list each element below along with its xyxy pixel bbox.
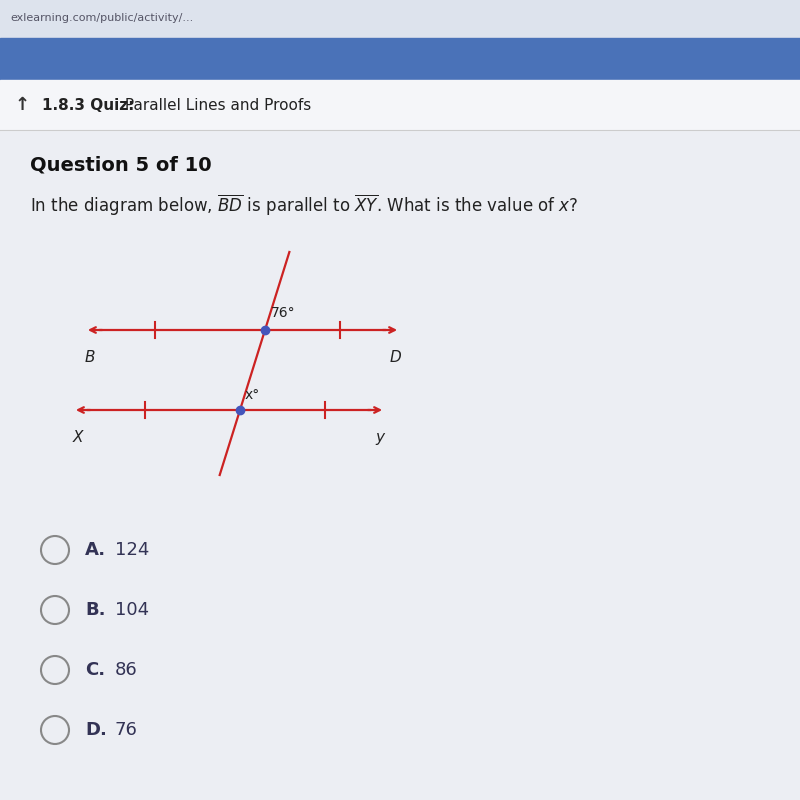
Text: B: B	[85, 350, 95, 365]
Text: 86: 86	[115, 661, 138, 679]
Text: 124: 124	[115, 541, 150, 559]
Text: Question 5 of 10: Question 5 of 10	[30, 155, 212, 174]
Text: In the diagram below, $\overline{BD}$ is parallel to $\overline{XY}$. What is th: In the diagram below, $\overline{BD}$ is…	[30, 193, 578, 218]
Text: D: D	[390, 350, 402, 365]
Text: C.: C.	[85, 661, 105, 679]
Bar	[0, 0, 800, 38]
Text: ↑: ↑	[14, 96, 30, 114]
Text: X: X	[73, 430, 83, 445]
Text: x°: x°	[245, 388, 260, 402]
Text: D.: D.	[85, 721, 107, 739]
Bar	[0, 38, 800, 80]
Text: B.: B.	[85, 601, 106, 619]
Text: A.: A.	[85, 541, 106, 559]
Text: 76: 76	[115, 721, 138, 739]
Text: 1.8.3 Quiz:: 1.8.3 Quiz:	[42, 98, 134, 113]
Text: y: y	[375, 430, 384, 445]
Text: 76°: 76°	[271, 306, 296, 320]
Text: 104: 104	[115, 601, 149, 619]
Bar	[0, 80, 800, 130]
Text: Parallel Lines and Proofs: Parallel Lines and Proofs	[120, 98, 311, 113]
Text: exlearning.com/public/activity/...: exlearning.com/public/activity/...	[10, 13, 194, 23]
